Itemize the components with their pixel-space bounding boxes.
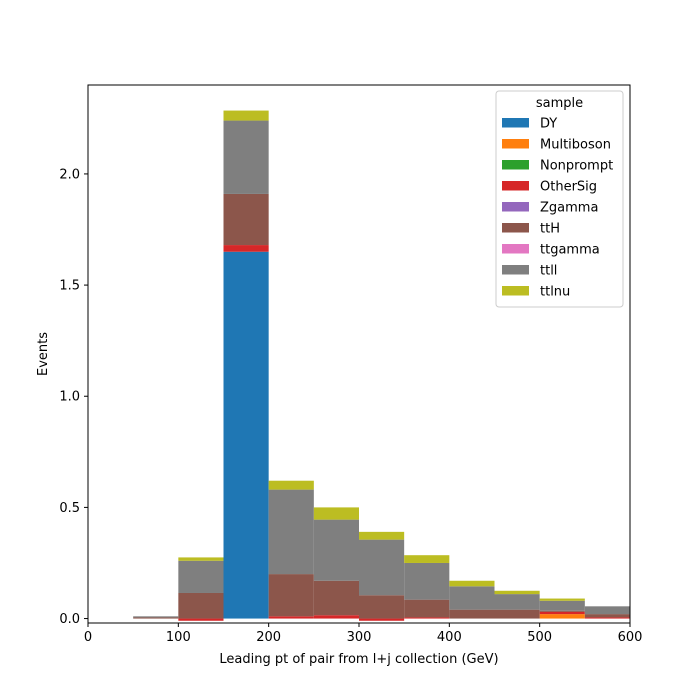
legend-swatch-ttlnu bbox=[502, 286, 529, 296]
x-tick-label: 300 bbox=[347, 630, 372, 645]
bar-tth-bin-6 bbox=[404, 599, 450, 618]
bar-ttlnu-bin-7 bbox=[449, 580, 495, 587]
legend-swatch-dy bbox=[502, 118, 529, 128]
legend-label-ttlnu: ttlnu bbox=[540, 285, 570, 300]
bar-ttll-bin-7 bbox=[449, 586, 495, 610]
bar-ttll-bin-5 bbox=[359, 539, 405, 596]
x-axis: 0 100 200 300 400 500 600 bbox=[84, 623, 643, 645]
y-axis-label: Events bbox=[36, 332, 51, 376]
bar-tth-bin-0 bbox=[133, 617, 179, 619]
bar-othersig-bin-1 bbox=[178, 618, 224, 621]
x-tick-label: 400 bbox=[437, 630, 462, 645]
plot-area bbox=[133, 110, 630, 621]
bar-dy-bin-2 bbox=[223, 251, 269, 619]
legend-swatch-ttll bbox=[502, 265, 529, 275]
bar-ttll-bin-8 bbox=[494, 594, 540, 610]
y-tick-label: 1.0 bbox=[59, 390, 80, 405]
legend-swatch-nonprompt bbox=[502, 160, 529, 170]
bar-ttll-bin-6 bbox=[404, 562, 450, 600]
legend-swatch-othersig bbox=[502, 181, 529, 191]
bar-ttll-bin-4 bbox=[313, 519, 359, 581]
bar-ttlnu-bin-6 bbox=[404, 555, 450, 563]
legend-title: sample bbox=[536, 96, 583, 111]
bar-ttlnu-bin-1 bbox=[178, 557, 224, 561]
bar-ttlnu-bin-9 bbox=[539, 598, 585, 601]
bar-tth-bin-10 bbox=[584, 614, 630, 618]
bar-tth-bin-5 bbox=[359, 595, 405, 619]
bar-othersig-bin-6 bbox=[404, 617, 450, 619]
y-axis: 0.0 0.5 1.0 1.5 2.0 bbox=[59, 167, 88, 627]
bar-tth-bin-7 bbox=[449, 609, 495, 619]
legend-swatch-multiboson bbox=[502, 139, 529, 149]
bar-ttll-bin-0 bbox=[133, 616, 179, 618]
x-tick-label: 600 bbox=[618, 630, 643, 645]
x-tick-label: 100 bbox=[166, 630, 191, 645]
bar-multiboson-bin-9 bbox=[539, 614, 585, 619]
x-tick-label: 500 bbox=[527, 630, 552, 645]
bar-ttlnu-bin-4 bbox=[313, 507, 359, 520]
bar-othersig-bin-2 bbox=[223, 245, 269, 252]
bar-tth-bin-9 bbox=[539, 610, 585, 612]
legend-swatch-zgamma bbox=[502, 202, 529, 212]
legend-label-multiboson: Multiboson bbox=[540, 138, 611, 153]
bar-tth-bin-1 bbox=[178, 592, 224, 619]
bar-tth-bin-8 bbox=[494, 609, 540, 619]
bar-othersig-bin-3 bbox=[268, 616, 314, 619]
legend-label-ttgamma: ttgamma bbox=[540, 243, 600, 258]
bar-ttlnu-bin-5 bbox=[359, 531, 405, 540]
x-tick-label: 200 bbox=[256, 630, 281, 645]
y-tick-label: 1.5 bbox=[59, 279, 80, 294]
bar-othersig-bin-5 bbox=[359, 618, 405, 621]
bar-ttll-bin-2 bbox=[223, 120, 269, 194]
y-tick-label: 0.0 bbox=[59, 612, 80, 627]
bar-ttlnu-bin-2 bbox=[223, 110, 269, 121]
x-tick-label: 0 bbox=[84, 630, 92, 645]
bar-tth-bin-4 bbox=[313, 580, 359, 616]
bar-ttll-bin-3 bbox=[268, 489, 314, 575]
bar-othersig-bin-4 bbox=[313, 615, 359, 619]
legend-label-othersig: OtherSig bbox=[540, 180, 597, 195]
bar-ttll-bin-10 bbox=[584, 606, 630, 615]
bar-tth-bin-2 bbox=[223, 193, 269, 246]
legend: sample DY Multiboson Nonprompt OtherSig Zgamm… bbox=[495, 90, 624, 308]
legend-swatch-tth bbox=[502, 223, 529, 233]
legend-swatch-ttgamma bbox=[502, 244, 529, 254]
bar-tth-bin-3 bbox=[268, 574, 314, 617]
bar-othersig-bin-10 bbox=[584, 617, 630, 619]
y-tick-label: 0.5 bbox=[59, 501, 80, 516]
x-axis-label: Leading pt of pair from l+j collection (… bbox=[219, 652, 498, 667]
bar-ttll-bin-9 bbox=[539, 600, 585, 611]
legend-label-ttll: ttll bbox=[540, 264, 557, 279]
bar-ttlnu-bin-3 bbox=[268, 480, 314, 490]
legend-label-dy: DY bbox=[540, 117, 557, 132]
legend-label-nonprompt: Nonprompt bbox=[540, 159, 613, 174]
bar-ttlnu-bin-8 bbox=[494, 590, 540, 595]
bar-ttll-bin-1 bbox=[178, 560, 224, 593]
legend-label-tth: ttH bbox=[540, 222, 560, 237]
legend-label-zgamma: Zgamma bbox=[540, 201, 598, 216]
bar-othersig-bin-9 bbox=[539, 611, 585, 615]
y-tick-label: 2.0 bbox=[59, 167, 80, 182]
